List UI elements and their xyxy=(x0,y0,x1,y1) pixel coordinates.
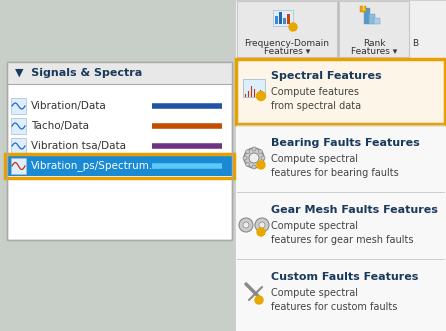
FancyBboxPatch shape xyxy=(11,138,26,154)
FancyBboxPatch shape xyxy=(374,18,380,24)
Circle shape xyxy=(246,163,250,166)
Text: Compute spectral: Compute spectral xyxy=(271,288,358,298)
Text: Compute features: Compute features xyxy=(271,87,359,97)
Text: Vibration/Data: Vibration/Data xyxy=(31,101,107,111)
FancyBboxPatch shape xyxy=(7,62,232,84)
FancyBboxPatch shape xyxy=(283,18,286,24)
FancyBboxPatch shape xyxy=(7,62,232,240)
Text: Bearing Faults Features: Bearing Faults Features xyxy=(271,138,420,148)
Circle shape xyxy=(258,163,262,166)
Text: features for bearing faults: features for bearing faults xyxy=(271,168,399,178)
FancyBboxPatch shape xyxy=(275,16,278,24)
Circle shape xyxy=(256,91,265,101)
FancyBboxPatch shape xyxy=(243,79,265,97)
FancyBboxPatch shape xyxy=(0,0,235,331)
FancyBboxPatch shape xyxy=(279,12,282,24)
Text: Gear Mesh Faults Features: Gear Mesh Faults Features xyxy=(271,205,438,215)
Text: Features ▾: Features ▾ xyxy=(351,46,397,56)
FancyBboxPatch shape xyxy=(7,156,232,176)
Circle shape xyxy=(257,161,265,169)
FancyBboxPatch shape xyxy=(11,98,26,114)
Text: Custom Faults Features: Custom Faults Features xyxy=(271,272,418,282)
Text: Tacho/Data: Tacho/Data xyxy=(31,121,89,131)
Text: Frequency-Domain: Frequency-Domain xyxy=(244,38,330,48)
Circle shape xyxy=(249,153,259,163)
Text: Vibration tsa/Data: Vibration tsa/Data xyxy=(31,141,126,151)
FancyBboxPatch shape xyxy=(364,8,370,24)
FancyBboxPatch shape xyxy=(11,158,26,174)
Text: Rank: Rank xyxy=(363,38,385,48)
Text: Compute spectral: Compute spectral xyxy=(271,221,358,231)
Circle shape xyxy=(259,222,265,228)
Text: Features ▾: Features ▾ xyxy=(264,46,310,56)
FancyBboxPatch shape xyxy=(235,0,446,58)
Text: ▼  Signals & Spectra: ▼ Signals & Spectra xyxy=(15,68,142,78)
Circle shape xyxy=(252,147,256,151)
FancyBboxPatch shape xyxy=(339,1,409,57)
Text: features for custom faults: features for custom faults xyxy=(271,302,397,312)
Circle shape xyxy=(243,222,249,228)
FancyBboxPatch shape xyxy=(235,0,446,331)
Circle shape xyxy=(239,218,253,232)
FancyBboxPatch shape xyxy=(273,10,293,26)
Circle shape xyxy=(289,23,297,31)
Circle shape xyxy=(252,165,256,169)
Circle shape xyxy=(257,228,265,236)
FancyBboxPatch shape xyxy=(287,14,290,24)
Circle shape xyxy=(255,218,269,232)
FancyBboxPatch shape xyxy=(237,1,337,57)
FancyBboxPatch shape xyxy=(369,14,375,24)
Text: 1: 1 xyxy=(361,7,365,12)
FancyBboxPatch shape xyxy=(360,6,366,12)
Text: Spectral Features: Spectral Features xyxy=(271,71,382,81)
Circle shape xyxy=(246,150,250,154)
Circle shape xyxy=(261,156,265,160)
Text: Vibration_ps/Spectrum...: Vibration_ps/Spectrum... xyxy=(31,161,160,171)
Text: from spectral data: from spectral data xyxy=(271,101,361,111)
Text: features for gear mesh faults: features for gear mesh faults xyxy=(271,235,413,245)
Circle shape xyxy=(244,148,264,168)
Text: Compute spectral: Compute spectral xyxy=(271,154,358,164)
FancyBboxPatch shape xyxy=(236,59,445,124)
Circle shape xyxy=(243,156,247,160)
FancyBboxPatch shape xyxy=(11,118,26,134)
Text: B: B xyxy=(412,38,418,48)
FancyBboxPatch shape xyxy=(235,58,446,331)
Circle shape xyxy=(255,296,263,304)
Circle shape xyxy=(258,150,262,154)
